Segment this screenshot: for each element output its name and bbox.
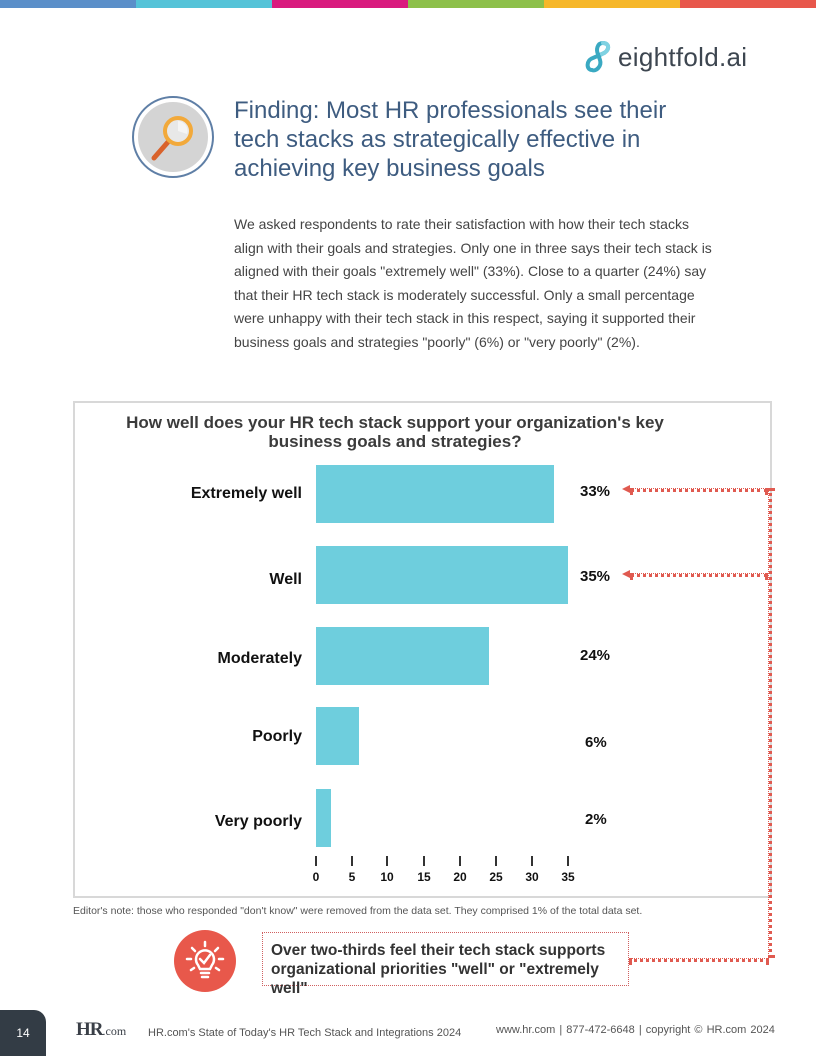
arrow-head-icon xyxy=(622,485,630,493)
value-label: 2% xyxy=(585,811,607,828)
chart-title: How well does your HR tech stack support… xyxy=(126,413,664,451)
category-label: Extremely well xyxy=(190,485,302,502)
annotation-line xyxy=(630,573,768,577)
callout-box: Over two-thirds feel their tech stack su… xyxy=(262,932,629,997)
x-tick-label: 25 xyxy=(489,870,503,884)
x-tick xyxy=(351,856,353,866)
value-label: 35% xyxy=(580,568,611,585)
x-tick xyxy=(567,856,569,866)
eightfold-logo: eightfold.ai xyxy=(584,40,747,74)
x-tick-label: 5 xyxy=(348,870,356,884)
x-tick xyxy=(386,856,388,866)
footer-contact: www.hr.com | 877-472-6648 | copyright © … xyxy=(496,1024,775,1036)
x-tick-label: 0 xyxy=(312,870,320,884)
body-paragraph: We asked respondents to rate their satis… xyxy=(234,216,712,350)
x-tick-label: 20 xyxy=(453,870,467,884)
category-label: Moderately xyxy=(217,650,302,667)
finding-title: Finding: Most HR professionals see their… xyxy=(234,97,667,182)
x-tick xyxy=(423,856,425,866)
color-segment xyxy=(136,0,272,8)
arrow-head-icon xyxy=(622,570,630,578)
bar-chart: How well does your HR tech stack support… xyxy=(73,401,772,898)
x-tick xyxy=(531,856,533,866)
magnifying-glass-icon xyxy=(151,116,193,161)
lightbulb-check-icon xyxy=(185,940,225,979)
hr-com-logo: HR.com xyxy=(76,1019,127,1040)
category-label: Well xyxy=(269,571,302,588)
finding-icon-circle xyxy=(132,96,214,178)
color-segment xyxy=(408,0,544,8)
color-segment xyxy=(272,0,408,8)
x-tick-label: 10 xyxy=(380,870,394,884)
value-label: 24% xyxy=(580,647,611,664)
lightbulb-badge xyxy=(174,930,236,992)
category-label: Very poorly xyxy=(214,813,302,830)
color-segment xyxy=(544,0,680,8)
page-number: 14 xyxy=(0,1010,46,1056)
value-label: 33% xyxy=(580,483,611,500)
category-label: Poorly xyxy=(252,728,302,745)
color-segment xyxy=(680,0,816,8)
x-tick-label: 30 xyxy=(525,870,539,884)
bar-well xyxy=(316,546,568,604)
x-tick-label: 15 xyxy=(417,870,431,884)
value-label: 6% xyxy=(585,734,607,751)
infinity-knot-icon xyxy=(585,40,611,73)
logo-text: eightfold.ai xyxy=(618,41,748,72)
annotation-line xyxy=(629,958,769,962)
bar-moderately xyxy=(316,627,489,685)
annotation-line xyxy=(630,488,768,492)
bar-poorly xyxy=(316,707,359,765)
color-segment xyxy=(0,0,136,8)
editor-note: Editor's note: those who responded "don'… xyxy=(73,905,643,917)
x-tick xyxy=(495,856,497,866)
bar-very-poorly xyxy=(316,789,331,847)
annotation-line xyxy=(768,488,772,958)
top-color-bar xyxy=(0,0,816,8)
x-tick xyxy=(459,856,461,866)
x-tick-label: 35 xyxy=(561,870,575,884)
x-tick xyxy=(315,856,317,866)
report-title: HR.com's State of Today's HR Tech Stack … xyxy=(148,1027,462,1039)
bar-extremely-well xyxy=(316,465,554,523)
